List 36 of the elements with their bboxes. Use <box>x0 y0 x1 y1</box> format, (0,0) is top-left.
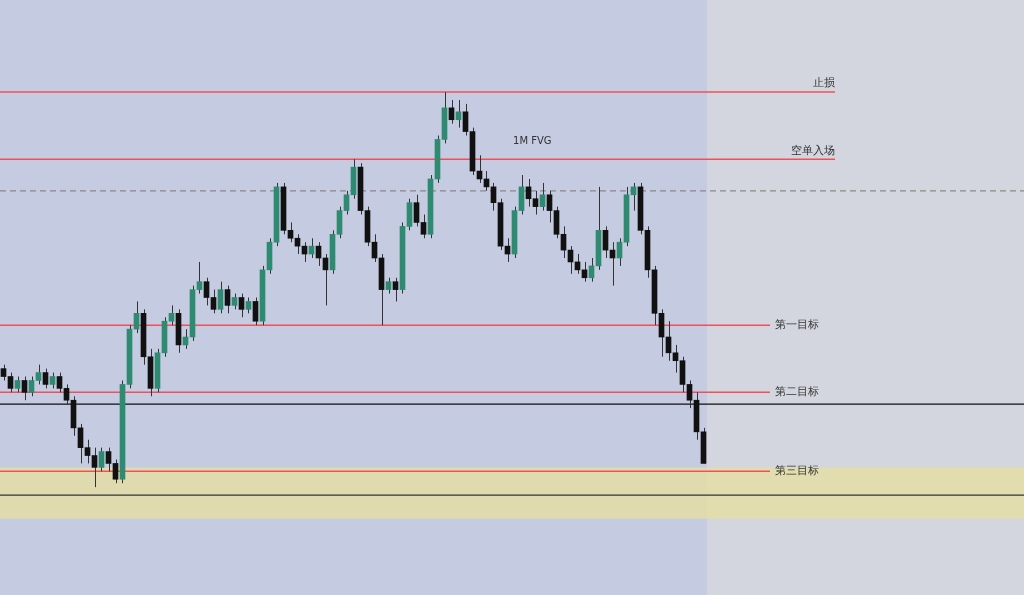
candlestick <box>28 376 35 397</box>
candlestick <box>455 99 462 129</box>
candlestick <box>462 103 469 137</box>
candlestick <box>539 182 546 212</box>
candlestick <box>35 364 42 385</box>
candlestick <box>210 289 217 314</box>
annotation: 1M FVG <box>513 135 552 147</box>
candlestick <box>112 458 119 484</box>
candlestick <box>224 285 231 314</box>
candlestick <box>238 293 245 318</box>
candlestick <box>532 190 539 216</box>
candlestick <box>287 221 294 243</box>
candlestick <box>21 376 28 401</box>
candlestick <box>392 277 399 302</box>
candlestick <box>42 368 49 389</box>
ref-line-label: 第一目标 <box>775 318 819 332</box>
candlestick <box>546 190 553 223</box>
ref-line-label: 第二目标 <box>775 385 819 399</box>
candlestick <box>343 190 350 216</box>
ref-line-label: 止损 <box>813 76 835 90</box>
ref-line-label: 第三目标 <box>775 464 819 478</box>
candlestick <box>168 304 175 326</box>
candlestick <box>413 194 420 227</box>
candlestick <box>203 277 210 306</box>
candlestick <box>196 261 203 295</box>
candlestick <box>98 447 105 472</box>
ref-line-label: 空单入场 <box>791 143 835 157</box>
candlestick <box>420 214 427 239</box>
candlestick <box>84 439 91 464</box>
candlestick <box>56 372 63 393</box>
candlestick <box>105 447 112 472</box>
candlestick <box>252 297 259 326</box>
candlestick <box>7 372 14 393</box>
candlestick <box>91 447 98 488</box>
candlestick <box>217 281 224 314</box>
candlestick <box>672 344 679 374</box>
